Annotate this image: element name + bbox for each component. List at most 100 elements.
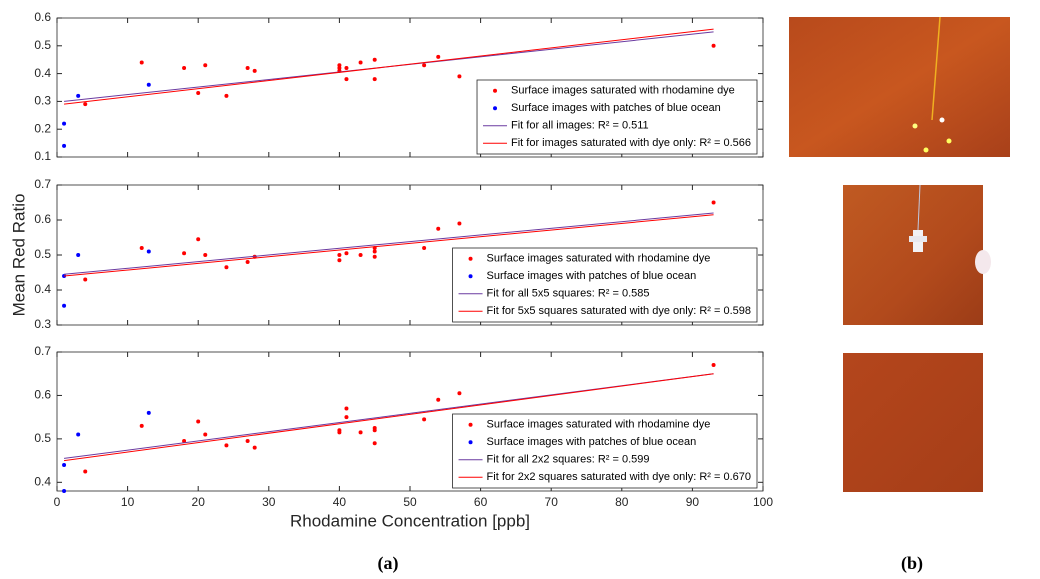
y-tick-label: 0.5	[34, 38, 51, 52]
data-point	[712, 363, 716, 367]
x-tick-label: 100	[753, 495, 773, 509]
legend-label: Surface images with patches of blue ocea…	[487, 436, 697, 448]
legend: Surface images saturated with rhodamine …	[453, 414, 757, 488]
data-point	[224, 265, 228, 269]
legend-swatch	[469, 257, 473, 261]
y-tick-label: 0.5	[34, 431, 51, 445]
data-point	[62, 122, 66, 126]
data-point	[457, 74, 461, 78]
data-point	[712, 201, 716, 205]
x-tick-label: 0	[54, 495, 61, 509]
caption: (b)	[901, 553, 923, 574]
data-point	[422, 417, 426, 421]
x-tick-label: 40	[333, 495, 347, 509]
data-point	[62, 463, 66, 467]
data-point	[373, 58, 377, 62]
data-point	[246, 439, 250, 443]
data-point	[457, 222, 461, 226]
legend-label: Fit for 5x5 squares saturated with dye o…	[487, 305, 751, 317]
data-point	[140, 60, 144, 64]
legend-label: Fit for all 2x2 squares: R² = 0.599	[487, 454, 650, 466]
legend-swatch	[469, 423, 473, 427]
data-point	[203, 253, 207, 257]
y-tick-label: 0.4	[34, 474, 51, 488]
data-point	[373, 250, 377, 254]
data-point	[62, 144, 66, 148]
data-point	[344, 415, 348, 419]
data-point	[359, 253, 363, 257]
photo-2	[843, 185, 991, 325]
x-tick-label: 70	[545, 495, 559, 509]
y-tick-label: 0.3	[34, 94, 51, 108]
data-point	[337, 253, 341, 257]
legend-swatch	[493, 106, 497, 110]
data-point	[373, 255, 377, 259]
data-point	[196, 420, 200, 424]
caption: (a)	[378, 553, 399, 574]
photo-3	[843, 353, 983, 492]
legend-label: Fit for 2x2 squares saturated with dye o…	[487, 471, 751, 483]
data-point	[712, 44, 716, 48]
x-tick-label: 60	[474, 495, 488, 509]
legend-label: Fit for all images: R² = 0.511	[511, 120, 649, 132]
data-point	[422, 246, 426, 250]
data-point	[359, 430, 363, 434]
data-point	[436, 227, 440, 231]
data-point	[62, 304, 66, 308]
data-point	[140, 246, 144, 250]
data-point	[83, 102, 87, 106]
legend-label: Surface images saturated with rhodamine …	[487, 253, 711, 265]
data-point	[344, 251, 348, 255]
data-point	[337, 430, 341, 434]
legend-label: Surface images with patches of blue ocea…	[487, 270, 697, 282]
data-point	[140, 424, 144, 428]
data-point	[337, 258, 341, 262]
y-tick-label: 0.7	[34, 177, 51, 191]
y-tick-label: 0.6	[34, 212, 51, 226]
data-point	[373, 441, 377, 445]
legend-swatch	[493, 89, 497, 93]
data-point	[76, 433, 80, 437]
data-point	[373, 77, 377, 81]
data-point	[436, 398, 440, 402]
y-tick-label: 0.5	[34, 247, 51, 261]
data-point	[83, 278, 87, 282]
data-point	[76, 94, 80, 98]
legend-swatch	[469, 440, 473, 444]
x-tick-label: 80	[615, 495, 629, 509]
data-point	[182, 251, 186, 255]
legend: Surface images saturated with rhodamine …	[453, 248, 757, 322]
x-tick-label: 20	[192, 495, 206, 509]
data-point	[373, 428, 377, 432]
data-point	[224, 94, 228, 98]
data-point	[203, 63, 207, 67]
x-tick-label: 30	[262, 495, 276, 509]
y-axis-label: Mean Red Ratio	[9, 194, 28, 317]
y-tick-label: 0.7	[34, 344, 51, 358]
data-point	[359, 60, 363, 64]
data-point	[253, 446, 257, 450]
data-point	[422, 63, 426, 67]
legend-label: Surface images with patches of blue ocea…	[511, 102, 721, 114]
legend-label: Surface images saturated with rhodamine …	[511, 85, 735, 97]
legend-swatch	[469, 274, 473, 278]
data-point	[246, 260, 250, 264]
legend-label: Fit for images saturated with dye only: …	[511, 137, 751, 149]
y-tick-label: 0.6	[34, 10, 51, 24]
data-point	[457, 391, 461, 395]
data-point	[224, 443, 228, 447]
data-point	[246, 66, 250, 70]
data-point	[147, 250, 151, 254]
data-point	[62, 489, 66, 493]
y-tick-label: 0.4	[34, 66, 51, 80]
x-axis-label: Rhodamine Concentration [ppb]	[290, 511, 530, 530]
data-point	[182, 66, 186, 70]
legend-label: Fit for all 5x5 squares: R² = 0.585	[487, 288, 650, 300]
y-tick-label: 0.4	[34, 282, 51, 296]
data-point	[196, 91, 200, 95]
data-point	[83, 469, 87, 473]
data-point	[436, 55, 440, 59]
x-tick-label: 90	[686, 495, 700, 509]
data-point	[344, 66, 348, 70]
data-point	[253, 69, 257, 73]
